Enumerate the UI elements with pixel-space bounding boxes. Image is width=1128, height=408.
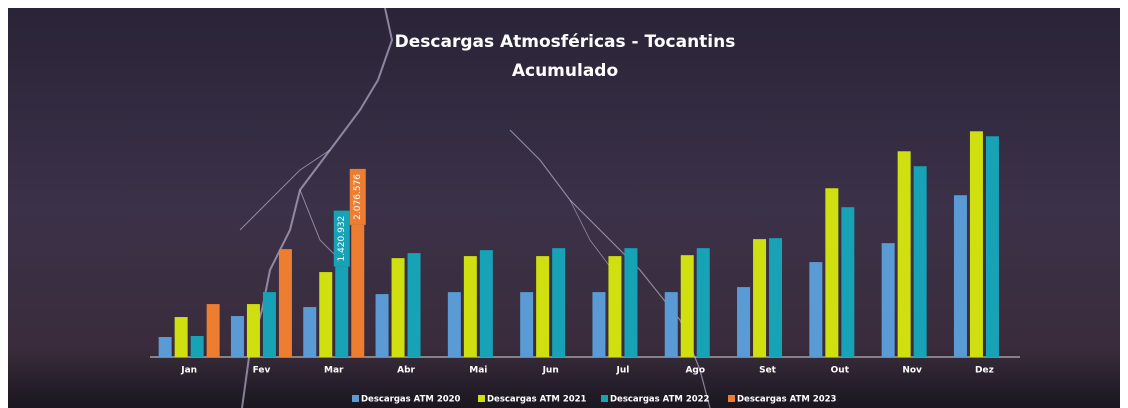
bar <box>375 294 389 357</box>
x-tick-label: Out <box>831 366 850 376</box>
data-label: 1.420.932 <box>337 216 347 262</box>
bar <box>351 224 365 357</box>
x-tick-label: Nov <box>902 366 922 376</box>
bar <box>897 151 911 357</box>
legend-swatch <box>352 395 359 402</box>
x-tick-label: Jul <box>616 366 630 376</box>
bar <box>881 243 895 357</box>
x-tick-label: Set <box>759 366 777 376</box>
x-tick-label: Jan <box>180 366 197 376</box>
bar <box>174 317 188 357</box>
bar <box>825 188 839 357</box>
bar <box>536 256 550 357</box>
bar <box>608 256 622 357</box>
x-tick-label: Mar <box>324 366 344 376</box>
legend-swatch <box>478 395 485 402</box>
legend-swatch <box>728 395 735 402</box>
chart-title: Descargas Atmosféricas - Tocantins <box>395 32 736 52</box>
bar <box>190 336 204 357</box>
bar <box>158 337 172 357</box>
bar <box>592 292 606 357</box>
bar <box>913 166 927 357</box>
bar <box>624 248 638 357</box>
bar <box>985 136 999 357</box>
legend-label: Descargas ATM 2023 <box>737 395 837 405</box>
bar <box>769 238 783 357</box>
bar <box>319 272 333 357</box>
bar <box>753 239 767 357</box>
legend-label: Descargas ATM 2020 <box>361 395 461 405</box>
x-tick-label: Fev <box>253 366 271 376</box>
x-tick-label: Mai <box>469 366 487 376</box>
bar <box>407 253 421 357</box>
bar <box>335 266 349 357</box>
legend-swatch <box>601 395 608 402</box>
bar <box>447 292 461 357</box>
legend-label: Descargas ATM 2021 <box>487 395 587 405</box>
x-tick-label: Jun <box>542 366 559 376</box>
legend-label: Descargas ATM 2022 <box>610 395 710 405</box>
x-tick-label: Ago <box>685 366 705 376</box>
bar <box>680 255 694 357</box>
bar <box>841 207 855 357</box>
bar <box>953 195 967 357</box>
bar <box>479 250 493 357</box>
bar <box>696 248 710 357</box>
bar <box>552 248 566 357</box>
bar <box>809 262 823 357</box>
data-label-box <box>349 168 366 225</box>
data-label-box <box>333 210 350 267</box>
x-tick-label: Dez <box>975 366 994 376</box>
bar <box>230 316 244 357</box>
bar <box>262 292 276 357</box>
bar <box>463 256 477 357</box>
bar <box>278 249 292 357</box>
bar <box>664 292 678 357</box>
bar <box>969 131 983 357</box>
bar <box>246 304 260 357</box>
bar <box>391 258 405 357</box>
chart-subtitle: Acumulado <box>512 61 618 81</box>
bar <box>303 307 317 357</box>
bar <box>520 292 534 357</box>
data-label: 2.076.576 <box>353 174 363 220</box>
x-tick-label: Abr <box>397 366 415 376</box>
bar <box>206 304 220 357</box>
bar <box>737 287 751 357</box>
